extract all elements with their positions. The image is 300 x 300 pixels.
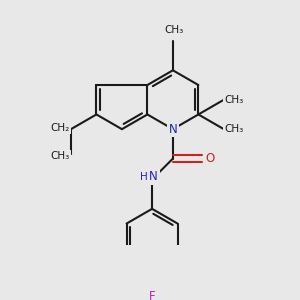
Text: CH₃: CH₃	[224, 124, 243, 134]
Text: O: O	[206, 152, 215, 165]
Text: CH₃: CH₃	[164, 25, 183, 35]
Text: CH₂: CH₂	[51, 122, 70, 133]
Text: CH₃: CH₃	[224, 95, 243, 105]
Text: F: F	[149, 290, 155, 300]
Text: N: N	[169, 123, 177, 136]
Text: H: H	[140, 172, 148, 182]
Text: N: N	[149, 170, 158, 184]
Text: CH₃: CH₃	[51, 151, 70, 161]
